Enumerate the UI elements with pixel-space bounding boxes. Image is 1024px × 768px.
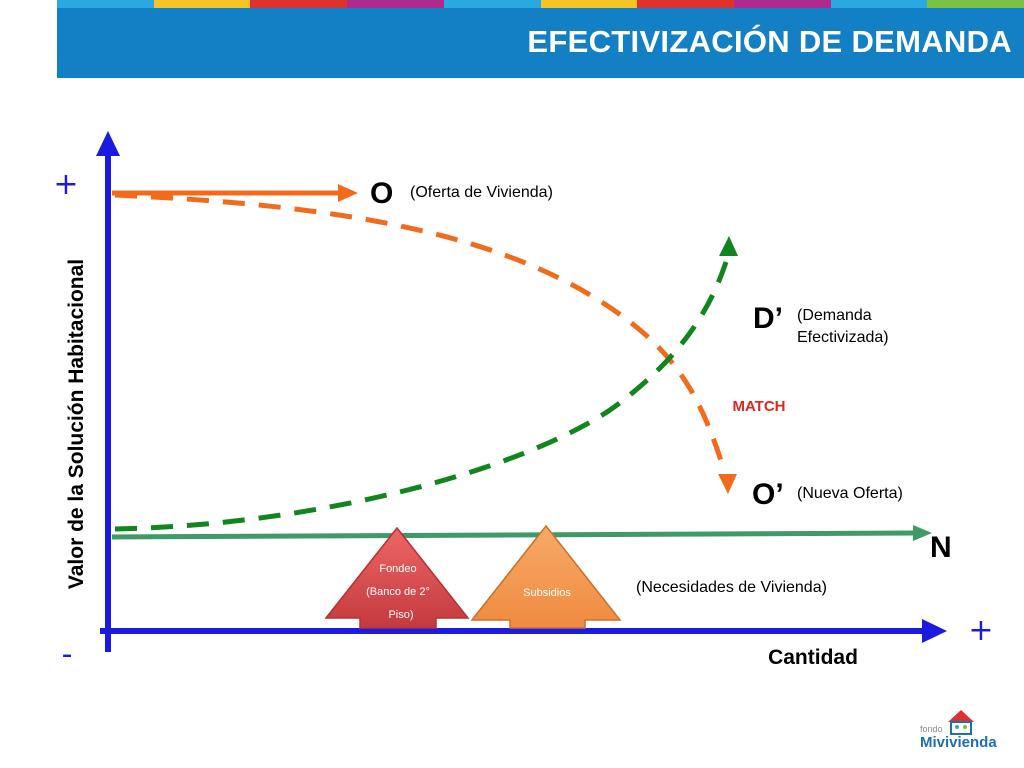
offer-letter: O (370, 177, 393, 210)
plus-top-label: + (53, 167, 78, 202)
strip-segment (830, 0, 928, 8)
logo-small-text: fondo (920, 724, 943, 734)
y-axis-title: Valor de la Solución Habitacional (65, 259, 88, 589)
needs-letter: N (930, 531, 952, 564)
subsidios-label: Subsidios (523, 587, 571, 599)
demand-description-line1: (Demanda (797, 307, 872, 324)
offer-arrowhead (338, 184, 358, 202)
demand-arrowhead (719, 236, 738, 256)
needs-description: (Necesidades de Vivienda) (636, 579, 827, 596)
strip-segment (443, 0, 541, 8)
x-axis-arrowhead (922, 619, 947, 643)
color-strip (57, 0, 1024, 8)
minus-bottom-label: - (62, 637, 73, 672)
strip-segment (637, 0, 734, 8)
fondeo-arrow: Fondeo (Banco de 2° Piso) (324, 526, 470, 629)
strip-segment (153, 0, 251, 8)
plus-right-label: + (968, 613, 993, 648)
header-bar: EFECTIVIZACIÓN DE DEMANDA (57, 8, 1024, 78)
fondeo-label-line1: Fondeo (379, 563, 416, 575)
strip-segment (57, 0, 154, 8)
strip-segment (927, 0, 1024, 8)
demand-curve-dashed (114, 261, 729, 532)
fondeo-label-line3: Piso) (388, 609, 413, 621)
x-axis-title: Cantidad (768, 646, 858, 669)
new-offer-arrowhead (718, 474, 737, 494)
needs-arrowhead (913, 525, 932, 541)
offer-description: (Oferta de Vivienda) (410, 184, 553, 201)
logo-brand-text: Mivivienda (920, 734, 997, 751)
strip-segment (733, 0, 831, 8)
house-logo-icon (948, 710, 974, 735)
offer-curve-dashed (114, 192, 727, 471)
fondeo-label-line2: (Banco de 2° (366, 586, 430, 598)
demand-description-line2: Efectivizada) (797, 329, 889, 346)
strip-segment (250, 0, 348, 8)
strip-segment (540, 0, 638, 8)
new-offer-letter: O’ (752, 478, 784, 511)
demand-letter: D’ (753, 302, 783, 335)
mivivienda-logo: fondo Mivivienda (918, 708, 1008, 752)
strip-segment (347, 0, 444, 8)
page-title: EFECTIVIZACIÓN DE DEMANDA (527, 24, 1012, 59)
new-offer-description: (Nueva Oferta) (797, 485, 903, 502)
needs-line (111, 530, 916, 540)
subsidios-arrow: Subsidios (470, 524, 622, 629)
y-axis-arrowhead (96, 131, 120, 156)
match-label: MATCH (732, 398, 785, 415)
